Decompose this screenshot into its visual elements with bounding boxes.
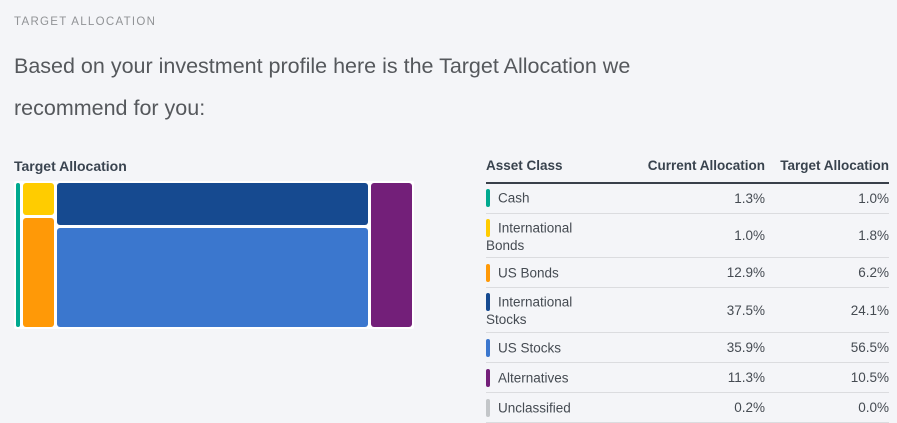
chart-title: Target Allocation <box>14 158 127 174</box>
asset-color-marker <box>486 263 490 282</box>
asset-class-cell: International Stocks <box>486 287 613 334</box>
table-row-unclassified: Unclassified 0.2% 0.0% <box>486 392 889 423</box>
content-row: Target Allocation Asset Class Current Al… <box>14 158 889 423</box>
column-header-asset-class: Asset Class <box>486 158 613 184</box>
current-allocation-value: 12.9% <box>613 257 765 289</box>
current-allocation-value: 1.3% <box>613 183 765 214</box>
section-heading: Based on your investment profile here is… <box>14 45 889 129</box>
target-allocation-value: 56.5% <box>765 332 889 364</box>
table-row-cash: Cash 1.3% 1.0% <box>486 183 889 214</box>
current-allocation-value: 0.2% <box>613 392 765 423</box>
asset-color-marker <box>486 189 490 208</box>
target-allocation-value: 1.8% <box>765 213 889 259</box>
asset-class-label: International Bonds <box>486 220 573 253</box>
asset-class-cell: US Stocks <box>486 332 613 364</box>
asset-color-marker <box>486 293 490 312</box>
asset-class-cell: Alternatives <box>486 362 613 394</box>
current-allocation-value: 1.0% <box>613 213 765 259</box>
current-allocation-value: 35.9% <box>613 332 765 364</box>
table-header-row: Asset Class Current Allocation Target Al… <box>486 158 889 184</box>
asset-color-marker <box>486 338 490 357</box>
table-row-alternatives: Alternatives 11.3% 10.5% <box>486 362 889 394</box>
treemap-column <box>16 183 20 327</box>
asset-class-label: US Stocks <box>498 340 562 356</box>
asset-class-label: Cash <box>498 190 530 206</box>
asset-class-label: Alternatives <box>498 370 569 386</box>
table-row-international-bonds: International Bonds 1.0% 1.8% <box>486 213 889 259</box>
current-allocation-value: 37.5% <box>613 287 765 334</box>
target-allocation-value: 24.1% <box>765 287 889 334</box>
allocation-table-body: Cash 1.3% 1.0% International Bonds 1.0% 1.8% U… <box>486 183 889 423</box>
allocation-table: Asset Class Current Allocation Target Al… <box>486 158 889 423</box>
asset-color-marker <box>486 368 490 387</box>
asset-color-marker <box>486 398 490 417</box>
heading-line-1: Based on your investment profile here is… <box>14 54 631 78</box>
target-allocation-value: 0.0% <box>765 392 889 423</box>
treemap-column <box>371 183 412 327</box>
treemap-segment-us-bonds[interactable] <box>22 217 54 327</box>
asset-class-label: Unclassified <box>498 400 571 416</box>
current-allocation-value: 11.3% <box>613 362 765 394</box>
asset-class-cell: International Bonds <box>486 213 613 259</box>
treemap-segment-us-stocks[interactable] <box>56 228 369 327</box>
treemap-segment-alternatives[interactable] <box>371 183 412 327</box>
asset-class-cell: US Bonds <box>486 257 613 289</box>
heading-line-2: recommend for you: <box>14 96 206 120</box>
asset-class-cell: Cash <box>486 183 613 214</box>
treemap-segment-cash[interactable] <box>16 183 20 327</box>
asset-class-cell: Unclassified <box>486 392 613 423</box>
table-row-international-stocks: International Stocks 37.5% 24.1% <box>486 287 889 334</box>
table-row-us-bonds: US Bonds 12.9% 6.2% <box>486 257 889 289</box>
treemap-column <box>22 183 54 327</box>
treemap <box>14 181 414 329</box>
treemap-column <box>56 183 369 327</box>
column-header-target-allocation: Target Allocation <box>765 158 889 184</box>
treemap-segment-international-bonds[interactable] <box>22 183 54 215</box>
target-allocation-value: 10.5% <box>765 362 889 394</box>
target-allocation-value: 6.2% <box>765 257 889 289</box>
asset-class-label: US Bonds <box>498 265 559 281</box>
asset-class-label: International Stocks <box>486 294 573 328</box>
treemap-chart-block: Target Allocation <box>14 158 414 329</box>
table-row-us-stocks: US Stocks 35.9% 56.5% <box>486 332 889 364</box>
column-header-current-allocation: Current Allocation <box>613 158 765 184</box>
section-eyebrow: TARGET ALLOCATION <box>14 16 157 28</box>
treemap-segment-international-stocks[interactable] <box>56 183 369 226</box>
allocation-table-block: Asset Class Current Allocation Target Al… <box>486 158 889 423</box>
target-allocation-value: 1.0% <box>765 183 889 214</box>
asset-color-marker <box>486 218 490 237</box>
